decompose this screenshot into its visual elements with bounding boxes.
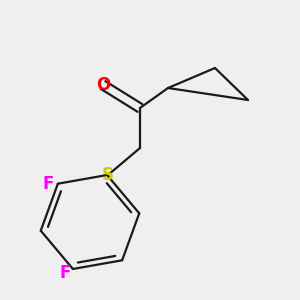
Text: S: S bbox=[102, 166, 114, 184]
Text: O: O bbox=[96, 76, 110, 94]
Text: F: F bbox=[59, 264, 70, 282]
Text: F: F bbox=[42, 175, 53, 193]
